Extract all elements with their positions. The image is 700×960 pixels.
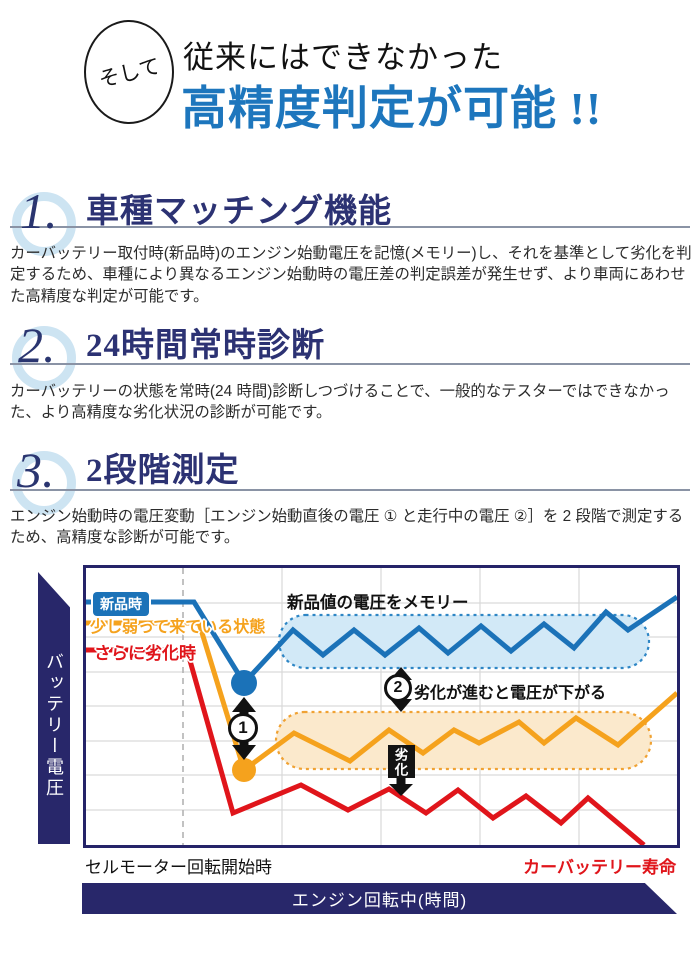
x-axis-captions: セルモーター回転開始時 カーバッテリー寿命 bbox=[85, 853, 676, 878]
y-axis-label-bar: バッテリー電圧 bbox=[38, 572, 70, 844]
section3-ring bbox=[12, 451, 76, 515]
x-start-label: セルモーター回転開始時 bbox=[85, 858, 272, 877]
section1-body: カーバッテリー取付時(新品時)のエンジン始動電圧を記憶(メモリー)し、それを基準… bbox=[10, 245, 692, 305]
y-axis-label: バッテリー電圧 bbox=[44, 651, 64, 799]
section2-title: 24時間常時診断 bbox=[86, 328, 325, 364]
voltage-drop-annotation: 劣化が進むと電圧が下がる bbox=[414, 685, 607, 702]
section3-number: 3. bbox=[17, 442, 55, 498]
section2-body: カーバッテリーの状態を常時(24 時間)診断しつづけることで、一般的なテスターで… bbox=[10, 383, 670, 422]
section3-body: エンジン始動時の電圧変動［エンジン始動直後の電圧 ① と走行中の電圧 ②］を 2… bbox=[10, 508, 684, 547]
soshite-badge-text: そして bbox=[96, 53, 163, 93]
voltage-chart-svg: 劣 化 bbox=[86, 568, 677, 845]
intro-subtitle: 従来にはできなかった bbox=[183, 40, 503, 75]
deterioration-label: 劣 化 bbox=[388, 745, 415, 796]
soshite-badge: そして bbox=[84, 20, 174, 124]
section1-rule bbox=[10, 226, 690, 228]
section3-rule bbox=[10, 489, 690, 491]
step2-circle-number: 2 bbox=[384, 674, 412, 702]
x-axis-label: エンジン回転中(時間) bbox=[291, 891, 468, 910]
section2-number: 2. bbox=[18, 317, 56, 373]
section1-title: 車種マッチング機能 bbox=[86, 194, 392, 230]
step1-circle-number: 1 bbox=[228, 713, 258, 743]
series-label-worse: さらに劣化時 bbox=[94, 644, 196, 663]
memory-annotation: 新品値の電圧をメモリー bbox=[287, 594, 469, 612]
series-label-weak: 少し弱って来ている状態 bbox=[90, 619, 266, 636]
voltage-chart: 劣 化 新品値の電圧をメモリー 劣化が進むと電圧が下がる 新品時 少し弱って来て… bbox=[83, 565, 680, 848]
section3-title: 2段階測定 bbox=[86, 453, 240, 489]
section2-ring bbox=[12, 326, 76, 390]
section2-rule bbox=[10, 363, 690, 365]
x-end-label: カーバッテリー寿命 bbox=[523, 858, 676, 877]
section1-number: 1. bbox=[20, 183, 58, 239]
x-axis-banner: エンジン回転中(時間) bbox=[82, 883, 677, 914]
deterioration-box bbox=[388, 745, 415, 778]
deterioration-char-2: 化 bbox=[394, 763, 409, 778]
intro-title: 高精度判定が可能 !! bbox=[181, 83, 603, 134]
section1-ring bbox=[12, 192, 76, 256]
deterioration-down-arrow-icon bbox=[389, 778, 413, 796]
deterioration-char-1: 劣 bbox=[395, 747, 409, 763]
series-label-new: 新品時 bbox=[93, 592, 149, 616]
